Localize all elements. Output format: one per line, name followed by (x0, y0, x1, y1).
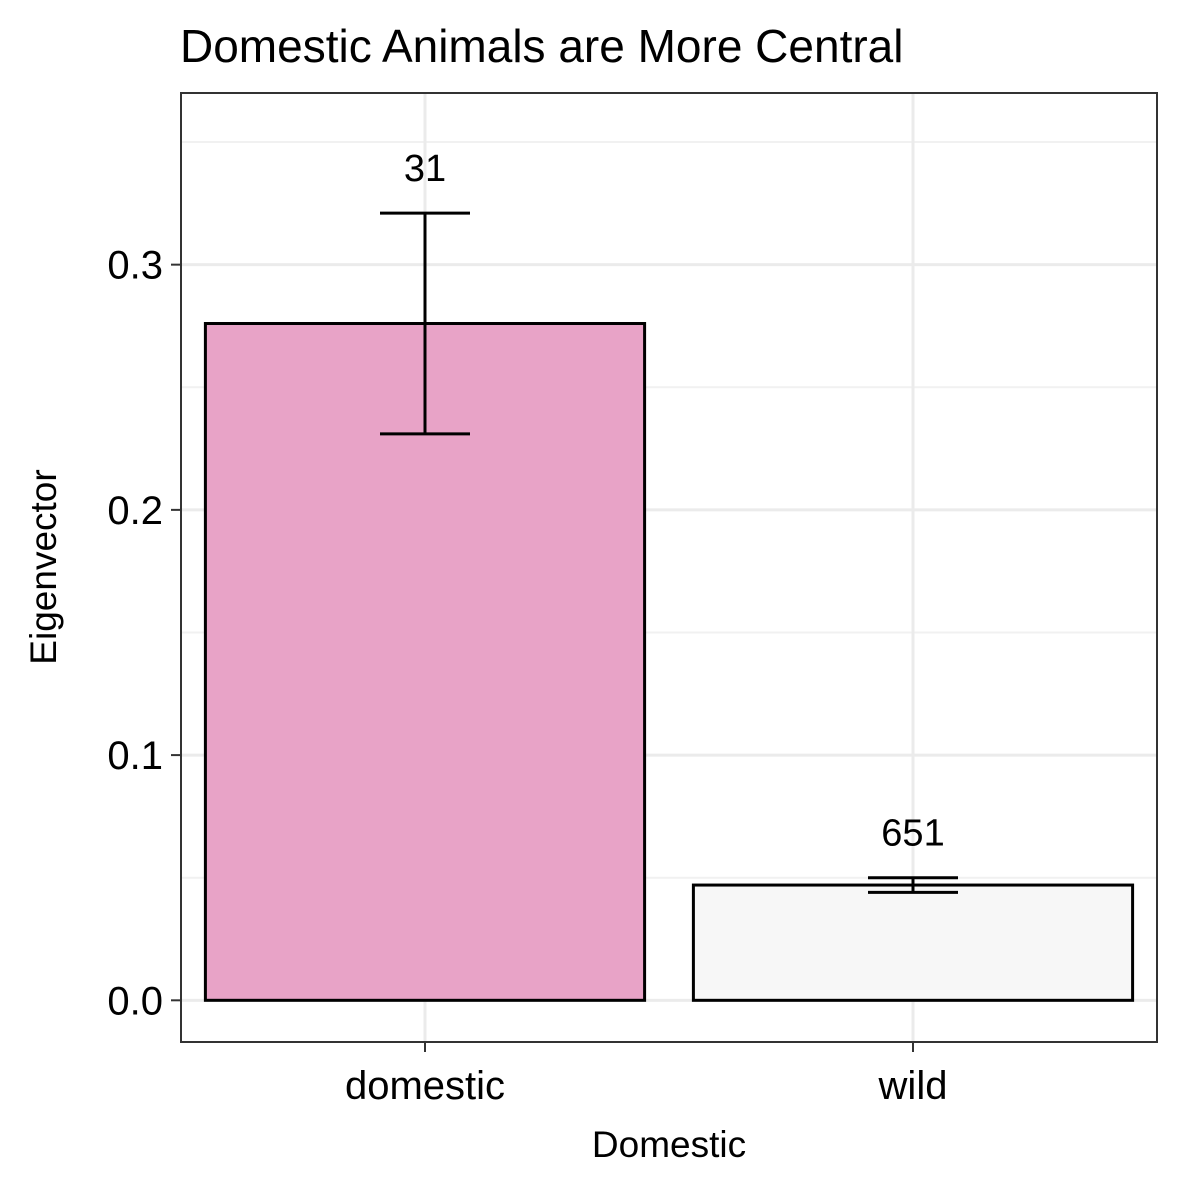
x-tick-label: domestic (345, 1064, 505, 1108)
y-tick-label: 0.0 (107, 979, 163, 1023)
y-tick-label: 0.1 (107, 734, 163, 778)
y-axis-title: Eigenvector (23, 469, 64, 664)
data-label: 31 (404, 148, 446, 190)
x-axis: domestic wild (345, 1042, 947, 1108)
bar-wild (691, 883, 1135, 1002)
chart-title: Domestic Animals are More Central (180, 20, 903, 72)
data-label: 651 (881, 813, 944, 855)
bars (203, 322, 1135, 1002)
y-tick-label: 0.2 (107, 489, 163, 533)
plot-panel-border (180, 92, 1158, 1043)
x-axis-title: Domestic (592, 1124, 746, 1165)
error-bars (380, 211, 958, 894)
y-axis: 0.0 0.1 0.2 0.3 (107, 244, 181, 1023)
y-tick-label: 0.3 (107, 244, 163, 288)
data-labels: 31 651 (404, 148, 945, 855)
x-tick-label: wild (878, 1064, 948, 1108)
